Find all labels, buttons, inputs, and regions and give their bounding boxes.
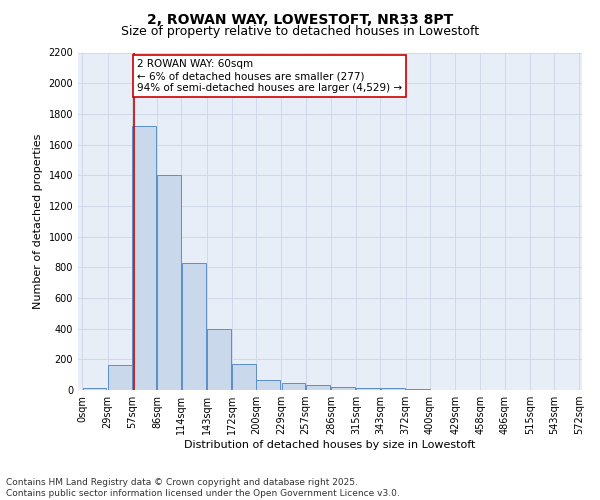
- Text: 2 ROWAN WAY: 60sqm
← 6% of detached houses are smaller (277)
94% of semi-detache: 2 ROWAN WAY: 60sqm ← 6% of detached hous…: [137, 60, 402, 92]
- Bar: [356, 388, 380, 390]
- Bar: [281, 383, 305, 390]
- Text: Contains HM Land Registry data © Crown copyright and database right 2025.
Contai: Contains HM Land Registry data © Crown c…: [6, 478, 400, 498]
- Bar: [380, 388, 404, 390]
- Text: Size of property relative to detached houses in Lowestoft: Size of property relative to detached ho…: [121, 25, 479, 38]
- Bar: [132, 126, 156, 390]
- X-axis label: Distribution of detached houses by size in Lowestoft: Distribution of detached houses by size …: [184, 440, 476, 450]
- Bar: [306, 386, 330, 390]
- Bar: [331, 387, 355, 390]
- Bar: [157, 175, 181, 390]
- Bar: [406, 389, 430, 390]
- Y-axis label: Number of detached properties: Number of detached properties: [33, 134, 43, 309]
- Bar: [83, 388, 106, 390]
- Bar: [256, 380, 280, 390]
- Bar: [182, 262, 206, 390]
- Text: 2, ROWAN WAY, LOWESTOFT, NR33 8PT: 2, ROWAN WAY, LOWESTOFT, NR33 8PT: [147, 12, 453, 26]
- Bar: [207, 328, 231, 390]
- Bar: [108, 366, 131, 390]
- Bar: [232, 364, 256, 390]
